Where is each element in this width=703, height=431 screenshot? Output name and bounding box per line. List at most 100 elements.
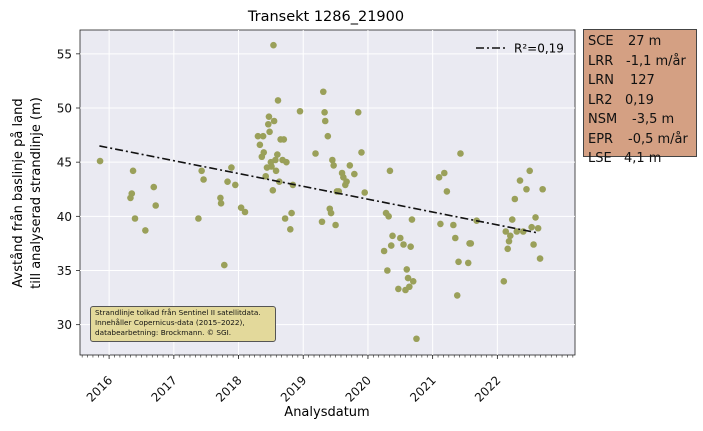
y-tick-label: 40 (57, 210, 72, 224)
data-point (409, 278, 417, 285)
data-point (254, 132, 262, 140)
data-point (504, 245, 512, 253)
data-point (354, 109, 362, 116)
stat-key: LRN (588, 73, 614, 88)
data-point (453, 292, 461, 299)
x-tick-label: 2020 (343, 373, 374, 404)
data-point (220, 261, 228, 269)
data-point (256, 141, 264, 149)
data-point (387, 242, 395, 249)
x-tick-label: 2022 (472, 373, 503, 404)
data-point (330, 162, 337, 169)
data-point (142, 227, 149, 234)
data-point (272, 167, 280, 175)
note-line: Innehåller Copernicus-data (2015–2022), (95, 318, 245, 327)
data-point (505, 237, 513, 245)
stat-key: LSE (588, 151, 612, 166)
data-point (351, 170, 358, 178)
data-point (343, 178, 350, 185)
data-point (455, 258, 462, 266)
x-tick-label: 2017 (148, 373, 179, 404)
attribution-note: Strandlinje tolkad från Sentinel II sate… (90, 306, 276, 342)
y-tick-label: 55 (57, 47, 72, 61)
stat-value: -0,5 m/år (628, 131, 688, 147)
stat-value: 27 m (628, 34, 662, 49)
data-point (408, 216, 416, 223)
stat-key: SCE (588, 34, 614, 49)
y-axis: 30 35 40 45 50 55 (57, 47, 80, 332)
data-point (296, 107, 304, 115)
data-point (534, 224, 542, 232)
data-points (96, 41, 546, 343)
x-tick-label: 2021 (407, 373, 438, 404)
data-point (437, 220, 444, 228)
data-point (508, 216, 516, 223)
data-point (128, 190, 136, 197)
note-line: databearbetning: Brockmann. © SGI. (95, 328, 232, 337)
y-tick-label: 50 (57, 102, 72, 116)
data-point (358, 149, 365, 156)
y-tick-label: 30 (57, 318, 72, 332)
data-point (385, 213, 392, 220)
stat-row-lrr: LRR -1,1 m/år (588, 52, 692, 72)
data-point (526, 167, 534, 175)
data-point (270, 41, 277, 49)
data-point (519, 228, 527, 235)
stat-value: -3,5 m (632, 112, 675, 127)
plot-area (79, 29, 576, 356)
data-point (389, 232, 396, 240)
data-point (286, 226, 294, 233)
data-point (272, 156, 279, 164)
data-point (281, 215, 289, 222)
data-point (321, 109, 328, 116)
data-point (400, 241, 407, 248)
data-point (150, 183, 158, 191)
data-point (332, 221, 339, 229)
legend-label: R²=0,19 (514, 42, 564, 56)
x-axis-label: Analysdatum (284, 405, 369, 420)
stat-row-lrn: LRN 127 (588, 71, 692, 91)
data-point (403, 266, 411, 273)
data-point (528, 223, 535, 231)
data-point (380, 247, 388, 255)
stat-value: 127 (630, 73, 655, 88)
data-point (319, 88, 327, 96)
stat-row-lse: LSE 4,1 m (588, 149, 692, 169)
data-point (266, 128, 273, 136)
data-point (217, 200, 225, 207)
stat-row-lr2: LR2 0,19 (588, 91, 692, 111)
data-point (361, 189, 369, 196)
trend-line (99, 145, 537, 234)
note-line: Strandlinje tolkad från Sentinel II sate… (95, 308, 261, 317)
data-point (152, 202, 160, 209)
data-point (502, 228, 510, 235)
data-point (467, 240, 475, 247)
x-tick-label: 2016 (84, 373, 115, 404)
data-point (321, 117, 329, 125)
data-point (318, 218, 326, 226)
stat-row-nsm: NSM -3,5 m (588, 110, 692, 130)
data-point (506, 232, 514, 240)
data-point (396, 234, 404, 242)
data-point (511, 195, 519, 203)
data-point (395, 285, 402, 293)
stat-key: EPR (588, 131, 614, 147)
data-point (450, 221, 457, 229)
data-point (404, 274, 412, 282)
stat-value: 4,1 m (624, 151, 662, 166)
legend: R²=0,19 (476, 42, 564, 56)
data-point (283, 158, 290, 166)
data-point (530, 241, 537, 248)
data-point (96, 157, 104, 165)
y-axis-label-line-2: till analyserad strandlinje (m) (29, 97, 44, 289)
stat-key: NSM (588, 112, 618, 127)
data-point (274, 151, 281, 158)
data-point (413, 335, 420, 343)
chart-title: Transekt 1286_21900 (247, 9, 404, 25)
data-point (500, 278, 508, 285)
data-point (384, 267, 391, 274)
y-axis-label-line-1: Avstånd från baslinje på land (11, 98, 26, 287)
data-point (407, 243, 414, 250)
data-point (265, 113, 273, 120)
data-point (269, 187, 277, 194)
